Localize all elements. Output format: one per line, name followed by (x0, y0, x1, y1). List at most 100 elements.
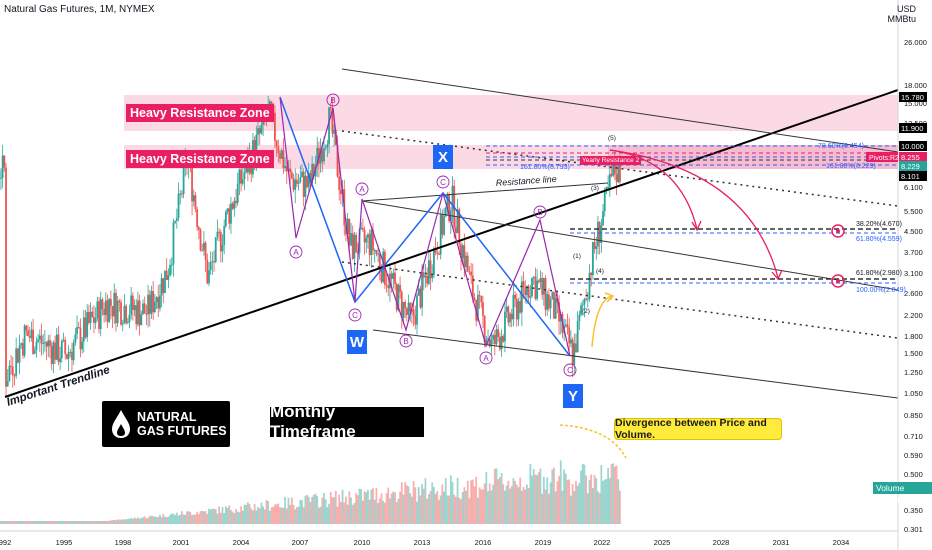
candle-body (33, 350, 36, 354)
candle-body (137, 300, 139, 325)
volume-bar (103, 521, 106, 524)
candle-body (213, 261, 215, 263)
candle-body (255, 134, 258, 162)
candle-body (613, 160, 616, 175)
candle-body (11, 366, 14, 376)
volume-bar (306, 494, 308, 524)
volume-bar (150, 515, 153, 524)
volume-bar (3, 521, 6, 524)
volume-bar (358, 488, 361, 524)
volume-bar (394, 492, 396, 524)
candle-body (216, 231, 219, 238)
volume-bar (485, 472, 488, 524)
wave-circle-c (348, 308, 362, 322)
volume-bar (277, 503, 280, 524)
candle-body (241, 179, 244, 184)
volume-bar (591, 487, 594, 524)
candle-body (421, 272, 423, 308)
candle-body (202, 242, 205, 251)
volume-bar (482, 489, 484, 524)
volume-bar (155, 517, 158, 524)
volume-bar (382, 500, 385, 524)
volume-bar (126, 519, 129, 524)
volume-bar (580, 470, 582, 524)
candle-body (175, 218, 178, 221)
candle-body (536, 280, 538, 299)
candle-body (591, 242, 594, 276)
candle-body (243, 172, 246, 180)
candle-body (476, 294, 479, 321)
candle-body (424, 275, 427, 278)
candle-body (324, 147, 327, 149)
candle-body (446, 194, 449, 208)
candle-body (290, 172, 293, 179)
volume-bar (404, 482, 407, 524)
candle-body (470, 271, 473, 276)
candle-body (284, 165, 286, 169)
volume-bar (226, 507, 229, 524)
candle-body (600, 225, 603, 243)
volume-bar (221, 506, 224, 524)
candle-body (62, 339, 65, 342)
candle-body (6, 380, 9, 387)
volume-bar (605, 478, 608, 524)
candle-body (10, 365, 12, 367)
candle-body (559, 314, 562, 322)
volume-bar (16, 521, 19, 524)
price-tick-label: 18.000 (904, 81, 927, 90)
volume-bar (458, 497, 461, 524)
volume-bar (213, 508, 215, 524)
candle-body (206, 259, 209, 284)
candle-body (431, 274, 434, 279)
wave-label-y: Y (563, 384, 583, 408)
wave-circle-label: B (403, 337, 408, 346)
candle-body (443, 216, 445, 235)
wave-labels: Important Trendline Resistance line 78.60%… (5, 93, 906, 409)
candle-body (338, 176, 341, 191)
price-badge: 8.255 (901, 153, 920, 162)
candle-body (257, 128, 259, 135)
volume-bar (81, 521, 84, 524)
candle-body (419, 288, 422, 308)
volume-bar (431, 482, 434, 524)
candle-body (23, 325, 26, 356)
volume-bar (98, 521, 100, 524)
candle-body (277, 146, 280, 154)
volume-bar (181, 511, 183, 524)
volume-bar (480, 489, 483, 524)
candle-body (106, 300, 109, 322)
volume-bar (478, 487, 481, 524)
logo-line-2: GAS FUTURES (137, 424, 227, 438)
time-tick-label: 1995 (56, 538, 73, 547)
candle-body (416, 295, 418, 325)
volume-bar (539, 468, 542, 524)
volume-bar (544, 489, 547, 524)
wave-circle-label: C (352, 311, 358, 320)
candle-body (167, 275, 170, 280)
candle-body (226, 208, 229, 212)
volume-bar (275, 504, 278, 524)
volume-bar (346, 504, 349, 524)
candle-body (414, 315, 417, 325)
volume-bar (252, 510, 254, 524)
candle-body (487, 338, 489, 340)
candle-body (323, 148, 325, 162)
candle-body (328, 107, 330, 145)
volume-bar (270, 507, 273, 524)
volume-bar (468, 498, 471, 524)
wave-circle-a (479, 351, 493, 365)
price-tick-label: 6.100 (904, 183, 923, 192)
candle-body (126, 322, 129, 324)
volume-bar (216, 513, 219, 524)
candle-body (157, 297, 160, 309)
candle-body (368, 234, 371, 256)
candle-body (179, 193, 182, 195)
volume-bar (443, 491, 445, 524)
candle-body (397, 284, 400, 311)
price-tick-label: 1.050 (904, 389, 923, 398)
candle-body (104, 300, 107, 315)
volume-bar (336, 506, 339, 524)
volume-bar (153, 516, 156, 524)
candle-body (130, 295, 133, 315)
volume-bar (454, 496, 457, 524)
